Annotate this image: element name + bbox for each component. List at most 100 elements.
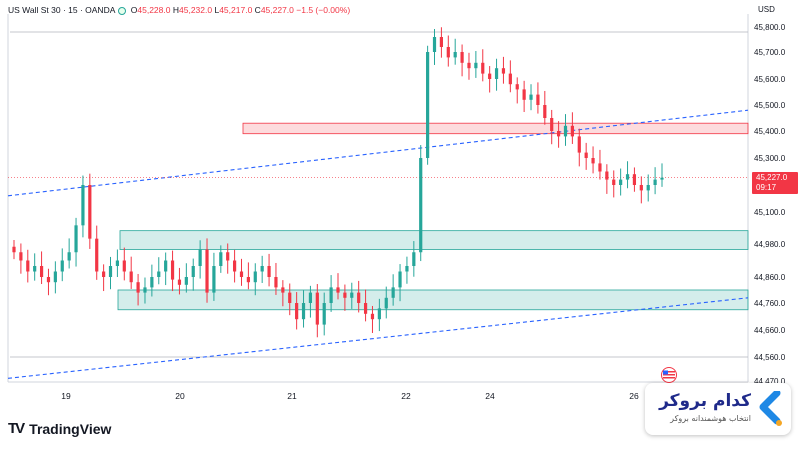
candle-body (115, 260, 120, 266)
candle-body (19, 252, 23, 261)
price-tick-label: 45,700.0 (754, 48, 786, 57)
price-tick-label: 44,660.0 (754, 326, 786, 335)
candle-body (481, 62, 485, 74)
candle-body (205, 249, 209, 293)
candle-body (315, 292, 319, 325)
candle-body (53, 271, 57, 283)
price-tick-label: 45,600.0 (754, 75, 786, 84)
candle-body (563, 125, 568, 137)
high-value: 45,232.0 (179, 5, 213, 15)
candle-body (170, 260, 175, 280)
price-tick-label: 44,560.0 (754, 353, 786, 362)
candle-body (653, 179, 657, 185)
price-tick-label: 45,400.0 (754, 127, 786, 136)
last-price-tag: 45,227.0 09:17 (752, 172, 798, 194)
demand-zone-1 (119, 230, 749, 250)
tradingview-logo[interactable]: TV TradingView (8, 420, 111, 437)
candle-body (357, 292, 361, 303)
candle-body (177, 279, 182, 285)
candle-body (329, 287, 333, 303)
candle-body (377, 308, 381, 320)
candle-body (515, 84, 519, 90)
candle-body (219, 252, 223, 266)
candle-body (12, 246, 16, 253)
candle-body (412, 252, 416, 266)
candle-body (591, 158, 595, 164)
candle-body (384, 297, 388, 309)
candle-body (232, 260, 237, 272)
price-tick-label: 45,800.0 (754, 23, 786, 32)
candle-body (584, 152, 588, 158)
candle-body (274, 277, 278, 288)
candle-body (253, 271, 257, 283)
candle-body (501, 68, 506, 74)
candle-body (543, 105, 547, 118)
close-label: C (254, 5, 261, 15)
candle-body (198, 249, 202, 266)
time-tick-label: 20 (175, 391, 185, 401)
candle-body (150, 277, 154, 288)
price-tick-label: 45,100.0 (754, 208, 786, 217)
tradingview-wordmark: TradingView (29, 420, 112, 437)
price-tick-label: 45,500.0 (754, 101, 786, 110)
candle-body (267, 266, 271, 277)
candle-body (336, 287, 340, 293)
candle-body (660, 177, 664, 180)
time-tick-label: 19 (61, 391, 71, 401)
candle-body (108, 266, 113, 277)
candle-body (612, 179, 616, 185)
candle-body (605, 171, 609, 180)
currency-label[interactable]: USD (758, 5, 775, 14)
candle-body (246, 277, 250, 283)
open-label: O (130, 5, 138, 15)
candle-body (467, 62, 471, 69)
symbol-header: US Wall St 30 · 15 · OANDA O45,228.0 H45… (8, 5, 350, 15)
candle-body (577, 136, 581, 153)
candle-body (598, 163, 602, 172)
candle-body (619, 179, 623, 185)
us-flag-icon (661, 367, 677, 383)
change-value: −1.5 (−0.00%) (296, 5, 351, 15)
price-tick-label: 44,980.0 (754, 240, 786, 249)
candle-body (136, 282, 140, 293)
open-value: 45,228.0 (137, 5, 171, 15)
candle-body (322, 303, 326, 325)
candle-body (226, 252, 230, 261)
candle-body (46, 277, 51, 283)
candle-body (426, 52, 430, 158)
candle-body (184, 277, 188, 285)
candle-body (129, 271, 133, 283)
candle-body (556, 131, 561, 137)
candle-body (281, 287, 285, 293)
candle-body (95, 238, 99, 272)
candle-body (488, 73, 492, 79)
watermark-badge: کدام بروکر انتخاب هوشمندانه بروکر (645, 383, 791, 435)
candle-body (60, 260, 64, 272)
candle-body (625, 174, 630, 180)
candle-body (646, 185, 650, 191)
time-tick-label: 26 (629, 391, 639, 401)
price-tick-label: 44,860.0 (754, 273, 786, 282)
candle-body (453, 52, 457, 58)
candle-body (308, 292, 313, 303)
time-tick-label: 22 (401, 391, 411, 401)
candle-body (33, 266, 37, 272)
candle-body (632, 174, 637, 185)
price-tick-label: 45,300.0 (754, 154, 786, 163)
candle-body (439, 37, 444, 47)
watermark-subtitle: انتخاب هوشمندانه بروکر (670, 414, 751, 423)
candle-body (164, 260, 168, 272)
candle-body (143, 287, 147, 293)
candle-body (350, 292, 354, 298)
candle-body (446, 47, 450, 58)
candle-body (391, 287, 395, 298)
watermark-title: کدام بروکر (659, 391, 751, 411)
candle-body (74, 225, 78, 253)
symbol-name: US Wall St 30 · 15 · OANDA (8, 5, 116, 15)
candle-body (102, 271, 106, 277)
broker-logo-icon (759, 391, 782, 426)
candle-body (122, 260, 126, 272)
supply-zone-0 (242, 122, 749, 135)
